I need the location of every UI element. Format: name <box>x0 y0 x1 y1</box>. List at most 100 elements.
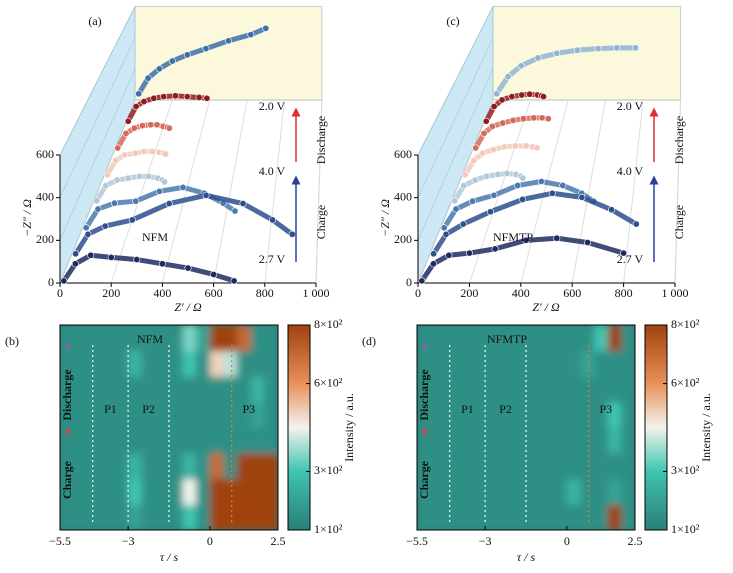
voltage-label: 2.0 V <box>259 99 286 113</box>
point <box>155 65 163 73</box>
cell <box>607 453 622 480</box>
cell <box>169 504 184 530</box>
cell <box>471 478 486 505</box>
voltage-label: 4.0 V <box>617 164 644 178</box>
voltage-label: 2.0 V <box>617 99 644 113</box>
plot-frame <box>416 324 636 531</box>
point <box>111 199 119 207</box>
colorbar-tick-label: 8×10² <box>671 317 700 331</box>
cell <box>237 325 252 352</box>
cell <box>539 350 554 377</box>
cell <box>417 376 432 403</box>
cell <box>444 325 459 352</box>
state-label: Charge <box>314 205 328 239</box>
cell <box>417 350 432 377</box>
cell <box>512 376 527 403</box>
point <box>613 44 621 52</box>
cell <box>621 504 635 530</box>
point <box>140 147 148 155</box>
y-tick-label: 0 <box>48 275 54 289</box>
cell <box>485 427 500 454</box>
point <box>504 73 512 81</box>
x-tick-label: 2.5 <box>271 534 286 548</box>
x-tick-label: 600 <box>563 286 581 300</box>
point <box>498 96 506 104</box>
cell <box>141 478 156 505</box>
grid-line <box>674 99 682 284</box>
point <box>247 31 255 39</box>
panel: 0 200 400 600 800 1 000 0 200 400 600 (c) Z′ / Ω −Z″… <box>378 6 689 314</box>
cell <box>621 478 635 505</box>
cell <box>417 478 432 505</box>
cell <box>196 453 211 480</box>
x-tick-label: 1 000 <box>303 286 330 300</box>
cell <box>607 504 622 530</box>
x-tick-label: 2.5 <box>628 534 643 548</box>
cell <box>498 376 513 403</box>
cell <box>87 427 102 454</box>
cell <box>607 401 622 428</box>
cell <box>237 350 252 377</box>
grid-line <box>264 99 286 284</box>
cell <box>100 504 115 530</box>
point <box>526 90 534 98</box>
cell <box>430 325 445 352</box>
cell <box>100 427 115 454</box>
point <box>103 171 111 179</box>
cell <box>526 504 541 530</box>
point <box>202 45 210 53</box>
cell <box>100 376 115 403</box>
point <box>480 129 488 137</box>
cell <box>169 376 184 403</box>
voltage-label: 4.0 V <box>259 164 286 178</box>
point <box>445 251 453 259</box>
cell <box>471 453 486 480</box>
point <box>544 115 552 123</box>
cell <box>128 478 143 505</box>
cell <box>539 376 554 403</box>
cell <box>182 376 197 403</box>
panel: P1 P2 P3 −5.5 −3 0 2.5 τ / s (d) NFMTP Discharge Ch… <box>362 317 713 564</box>
cell <box>553 401 568 428</box>
cell <box>430 427 445 454</box>
point <box>195 93 203 101</box>
cell <box>128 504 143 530</box>
point <box>140 98 148 106</box>
y-tick-label: 400 <box>36 189 54 203</box>
point <box>493 90 501 98</box>
y-tick-label: 200 <box>36 232 54 246</box>
cell <box>526 350 541 377</box>
colorbar-tick-label: 1×10² <box>671 522 700 536</box>
cell <box>485 350 500 377</box>
point <box>130 124 138 132</box>
cell <box>566 478 581 505</box>
point <box>553 234 561 242</box>
cell <box>60 478 75 505</box>
point <box>519 115 527 123</box>
point <box>584 238 592 246</box>
cell <box>128 325 143 352</box>
point <box>429 260 437 268</box>
point <box>288 230 296 238</box>
cell <box>60 427 75 454</box>
cell <box>417 401 432 428</box>
point <box>418 277 426 285</box>
cell <box>73 376 88 403</box>
point <box>509 116 517 124</box>
cell <box>209 350 224 377</box>
point <box>594 45 602 53</box>
grid-line <box>213 99 248 284</box>
state-label: Charge <box>672 205 686 239</box>
x-tick-label: 200 <box>102 286 120 300</box>
point <box>149 147 157 155</box>
cell <box>607 478 622 505</box>
point <box>210 270 218 278</box>
cell <box>430 478 445 505</box>
cell <box>553 427 568 454</box>
cell <box>539 453 554 480</box>
point <box>573 46 581 54</box>
colorbar-label: Intensity / a.u. <box>342 393 356 462</box>
cell <box>141 401 156 428</box>
cell <box>250 478 265 505</box>
point <box>168 57 176 65</box>
